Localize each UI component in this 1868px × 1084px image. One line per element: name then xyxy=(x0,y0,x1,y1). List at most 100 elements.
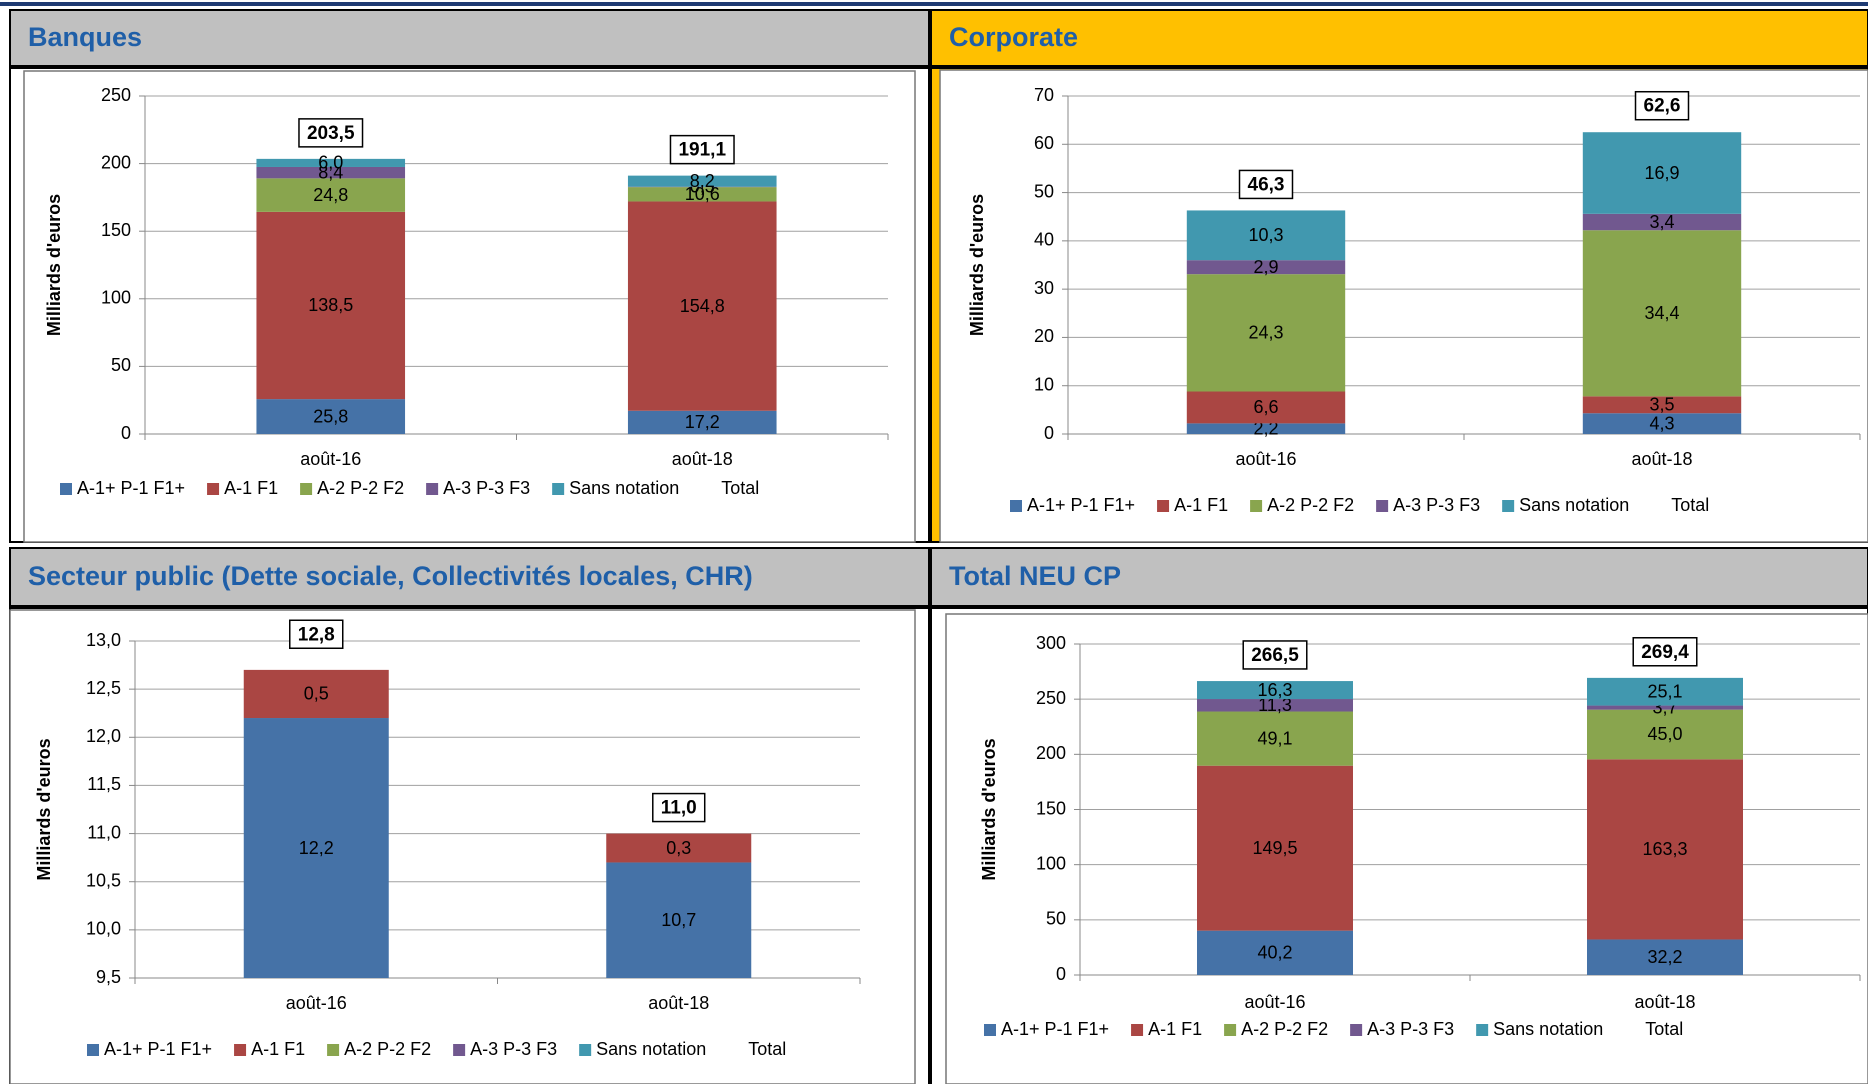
y-axis-label: Milliards d'euros xyxy=(44,194,64,336)
bar-segment xyxy=(606,862,752,978)
legend-swatch xyxy=(426,483,439,495)
legend-label: Sans notation xyxy=(596,1039,706,1059)
y-tick-label: 11,0 xyxy=(87,822,121,842)
bar-segment xyxy=(243,669,389,719)
bar-segment xyxy=(256,399,406,434)
data-label: 10,7 xyxy=(661,910,696,930)
y-tick-label: 250 xyxy=(101,85,131,105)
legend-label: A-1 F1 xyxy=(1174,495,1228,515)
bar-segment xyxy=(1186,423,1346,434)
legend-swatch xyxy=(327,1044,340,1056)
y-tick-label: 300 xyxy=(1036,633,1066,653)
total-label: 46,3 xyxy=(1248,174,1285,195)
x-tick-label: août-16 xyxy=(286,993,347,1013)
bar-segment xyxy=(1197,711,1353,766)
legend-swatch xyxy=(1476,1024,1489,1036)
total-box xyxy=(1632,637,1698,667)
data-label: 8,4 xyxy=(318,162,343,182)
data-label: 17,2 xyxy=(685,412,720,432)
data-label: 24,3 xyxy=(1248,323,1283,343)
bar-segment xyxy=(1197,699,1353,712)
legend-label: A-1 F1 xyxy=(251,1039,305,1059)
data-label: 11,3 xyxy=(1258,695,1292,715)
bar-segment xyxy=(1197,681,1353,700)
bar-segment xyxy=(256,211,406,400)
legend-label: Total xyxy=(1671,495,1709,515)
total-box xyxy=(652,792,706,823)
total-box xyxy=(1242,640,1308,670)
data-label: 149,5 xyxy=(1252,838,1297,858)
bar-segment xyxy=(627,175,777,187)
panel-header xyxy=(9,547,930,607)
legend-swatch xyxy=(1131,1024,1144,1036)
legend-label: Total xyxy=(1645,1019,1683,1039)
y-axis-label: Milliards d'euros xyxy=(967,194,987,336)
total-box xyxy=(669,134,735,165)
legend-label: Sans notation xyxy=(569,478,679,498)
data-label: 3,5 xyxy=(1649,395,1674,415)
legend-label: A-1 F1 xyxy=(224,478,278,498)
legend-label: Total xyxy=(721,478,759,498)
legend-label: A-3 P-3 F3 xyxy=(1367,1019,1454,1039)
legend-swatch xyxy=(1502,500,1515,512)
panel-title: Total NEU CP xyxy=(949,561,1121,591)
legend-swatch xyxy=(234,1044,247,1056)
bar-segment xyxy=(627,187,777,202)
legend-label: Sans notation xyxy=(1493,1019,1603,1039)
data-label: 154,8 xyxy=(680,296,725,316)
data-label: 3,4 xyxy=(1649,212,1674,232)
legend-swatch xyxy=(1157,500,1170,512)
legend-label: A-3 P-3 F3 xyxy=(470,1039,557,1059)
bar-segment xyxy=(606,833,752,863)
data-label: 10,6 xyxy=(685,184,720,204)
panel-header xyxy=(930,9,1868,67)
bar-segment xyxy=(627,410,777,434)
data-label: 25,8 xyxy=(313,406,348,426)
y-tick-label: 0 xyxy=(121,423,131,443)
bar-segment xyxy=(256,166,406,179)
legend-label: A-2 P-2 F2 xyxy=(1267,495,1354,515)
x-tick-label: août-18 xyxy=(648,993,709,1013)
legend-swatch xyxy=(453,1044,466,1056)
bar-segment xyxy=(1186,391,1346,424)
y-tick-label: 150 xyxy=(1036,798,1066,818)
bar-segment xyxy=(1587,705,1743,710)
legend-swatch xyxy=(1376,500,1389,512)
data-label: 4,3 xyxy=(1649,413,1674,433)
y-tick-label: 30 xyxy=(1034,278,1054,298)
bar-segment xyxy=(1197,765,1353,931)
legend-label: Sans notation xyxy=(1519,495,1629,515)
total-box xyxy=(1634,90,1690,121)
legend-label: A-1+ P-1 F1+ xyxy=(1027,495,1135,515)
data-label: 32,2 xyxy=(1647,947,1682,967)
y-tick-label: 50 xyxy=(1046,909,1066,929)
y-tick-label: 50 xyxy=(1034,181,1054,201)
x-tick-label: août-16 xyxy=(1244,992,1305,1012)
y-tick-label: 200 xyxy=(101,152,131,172)
legend-swatch xyxy=(300,483,313,495)
legend-swatch xyxy=(984,1024,996,1036)
bar-segment xyxy=(1582,413,1742,434)
total-box xyxy=(289,619,344,650)
y-tick-label: 9,5 xyxy=(96,967,121,987)
y-tick-label: 12,0 xyxy=(86,726,121,746)
legend-swatch xyxy=(552,483,565,495)
data-label: 16,9 xyxy=(1644,163,1679,183)
legend-swatch xyxy=(60,483,72,495)
y-axis-label: Milliards d'euros xyxy=(34,738,54,880)
data-label: 6,0 xyxy=(318,153,343,173)
legend-swatch xyxy=(1010,500,1022,512)
y-tick-label: 50 xyxy=(111,355,131,375)
panel-title: Corporate xyxy=(949,22,1078,52)
total-box xyxy=(298,118,364,148)
bar-segment xyxy=(1197,930,1353,975)
bar-segment xyxy=(1587,939,1743,975)
bar-segment xyxy=(1582,213,1742,231)
bar-segment xyxy=(256,158,406,167)
y-tick-label: 11,5 xyxy=(87,774,121,794)
x-tick-label: août-18 xyxy=(1631,449,1692,469)
total-label: 12,8 xyxy=(298,624,335,645)
bar-segment xyxy=(1587,759,1743,940)
chart-frame xyxy=(23,70,916,543)
